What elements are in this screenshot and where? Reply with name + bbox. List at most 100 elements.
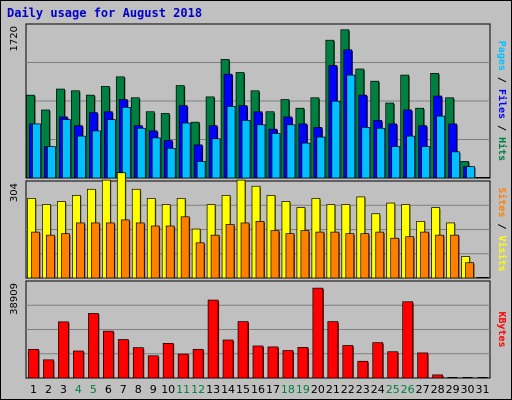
bar-sites-day-29 — [450, 234, 459, 279]
x-tick-label: 23 — [356, 383, 370, 396]
bar-sites-day-25 — [390, 237, 400, 279]
y-max-label: 304 — [9, 183, 20, 202]
x-tick-label: 29 — [446, 383, 460, 396]
bar-kbytes-day-14 — [222, 339, 234, 379]
bar-sites-day-18 — [285, 233, 295, 279]
bar-sites-day-2 — [46, 234, 55, 279]
bar-pages-day-28 — [436, 115, 445, 179]
bar-sites-day-28 — [435, 234, 444, 279]
x-tick-label: 14 — [221, 383, 235, 396]
bar-pages-day-24 — [376, 127, 386, 179]
bar-kbytes-day-29 — [447, 377, 458, 378]
x-tick-label: 4 — [75, 383, 82, 396]
x-tick-label: 22 — [341, 383, 355, 396]
bar-sites-day-22 — [345, 233, 355, 279]
bar-sites-day-24 — [375, 231, 385, 279]
x-tick-label: 27 — [416, 383, 430, 396]
bar-sites-day-10 — [165, 225, 175, 279]
bar-sites-day-3 — [61, 233, 70, 279]
bar-pages-day-15 — [241, 120, 251, 179]
x-tick-label: 19 — [296, 383, 310, 396]
x-tick-label: 26 — [401, 383, 415, 396]
bar-kbytes-day-24 — [372, 342, 384, 379]
bar-kbytes-day-4 — [73, 350, 84, 379]
x-tick-label: 21 — [326, 383, 340, 396]
bar-sites-day-21 — [330, 231, 340, 279]
bar-pages-day-14 — [226, 106, 236, 179]
x-tick-label: 30 — [461, 383, 475, 396]
bar-pages-day-17 — [271, 133, 281, 179]
bar-pages-day-23 — [361, 127, 371, 179]
x-tick-label: 20 — [311, 383, 325, 396]
legend-kbytes: KBytes — [496, 311, 507, 347]
bar-sites-day-11 — [180, 216, 190, 279]
bar-sites-day-4 — [76, 222, 85, 279]
bar-sites-day-5 — [91, 222, 100, 279]
legend-files: Files — [496, 89, 508, 119]
x-tick-label: 18 — [281, 383, 295, 396]
bar-pages-day-6 — [106, 119, 116, 179]
legend-visits: Visits — [496, 236, 508, 272]
bar-sites-day-23 — [360, 233, 370, 279]
chart-title: Daily usage for August 2018 — [7, 6, 203, 20]
bar-sites-day-1 — [31, 231, 40, 279]
bar-kbytes-day-25 — [387, 351, 399, 379]
legend-label: Pages / Files / Hits — [496, 41, 508, 161]
bar-kbytes-day-13 — [207, 299, 219, 379]
bar-kbytes-day-9 — [147, 355, 159, 379]
bar-pages-day-7 — [121, 107, 131, 179]
bar-pages-day-5 — [92, 130, 101, 179]
bar-pages-day-29 — [451, 151, 460, 179]
bar-sites-day-20 — [315, 231, 325, 279]
bar-sites-day-13 — [210, 234, 220, 279]
legend-separator: / — [496, 119, 507, 137]
bar-sites-day-15 — [240, 222, 250, 279]
bar-pages-day-27 — [421, 146, 430, 179]
bar-pages-day-16 — [256, 124, 266, 179]
bar-pages-day-26 — [406, 135, 416, 179]
chart-panel-2: 304 Sites / Visits — [9, 172, 508, 279]
bar-pages-day-21 — [331, 100, 341, 179]
legend-sites: Sites — [496, 187, 508, 217]
bar-pages-day-25 — [391, 146, 401, 179]
x-tick-label: 16 — [251, 383, 265, 396]
bar-kbytes-day-26 — [402, 301, 414, 379]
bar-sites-day-26 — [405, 236, 415, 279]
x-tick-label: 9 — [150, 383, 157, 396]
bar-sites-day-12 — [195, 242, 205, 279]
x-tick-label: 10 — [161, 383, 175, 396]
bar-sites-day-9 — [150, 225, 160, 279]
bar-kbytes-day-6 — [102, 330, 114, 379]
x-tick-label: 13 — [206, 383, 220, 396]
legend-separator: / — [496, 217, 507, 235]
bar-sites-day-7 — [120, 219, 130, 279]
bar-sites-day-31 — [480, 277, 489, 278]
bar-sites-day-14 — [225, 224, 235, 279]
x-tick-label: 17 — [266, 383, 280, 396]
bar-pages-day-30 — [466, 166, 475, 179]
legend-label: Sites / Visits — [496, 187, 508, 271]
bar-kbytes-day-1 — [28, 348, 39, 379]
bar-pages-day-10 — [166, 147, 176, 179]
bar-kbytes-day-31 — [477, 377, 488, 378]
bar-pages-day-8 — [136, 127, 146, 179]
x-tick-label: 24 — [371, 383, 385, 396]
bar-pages-day-2 — [47, 146, 56, 179]
bar-kbytes-day-2 — [43, 359, 54, 379]
bar-sites-day-30 — [465, 262, 474, 279]
legend-pages: Pages — [496, 41, 507, 71]
bar-kbytes-day-17 — [267, 346, 279, 379]
x-tick-label: 8 — [135, 383, 142, 396]
bar-sites-day-16 — [255, 221, 265, 279]
bar-kbytes-day-8 — [132, 347, 144, 379]
bar-kbytes-day-10 — [162, 342, 174, 379]
bar-kbytes-day-7 — [117, 339, 129, 379]
bar-kbytes-day-21 — [327, 321, 339, 379]
x-tick-label: 6 — [105, 383, 112, 396]
legend-separator: / — [496, 71, 507, 89]
bar-pages-day-22 — [346, 74, 356, 179]
bar-pages-day-19 — [301, 142, 311, 179]
bar-kbytes-day-12 — [192, 348, 204, 379]
bar-kbytes-day-3 — [58, 321, 69, 379]
